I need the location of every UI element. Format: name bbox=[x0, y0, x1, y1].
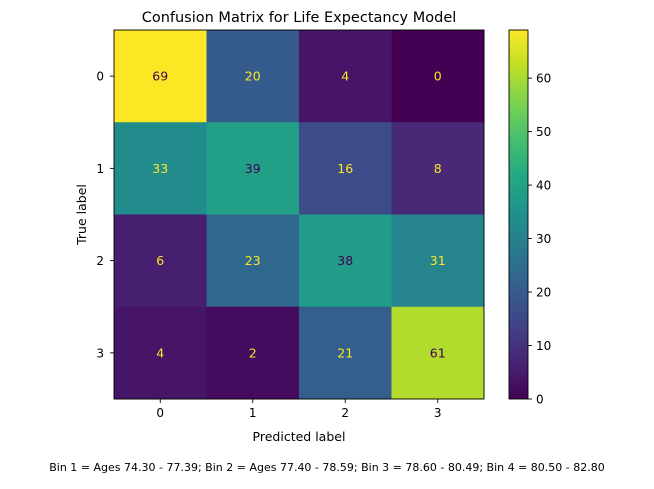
y-tick-label: 2 bbox=[96, 254, 104, 268]
cell-value-label: 38 bbox=[337, 253, 353, 268]
colorbar-tick-label: 30 bbox=[536, 232, 551, 246]
cell-value-label: 61 bbox=[430, 345, 446, 360]
cell-value-label: 33 bbox=[152, 161, 168, 176]
heatmap-cell bbox=[391, 306, 485, 400]
colorbar: 0 10 20 30 40 50 60 bbox=[508, 29, 551, 407]
heatmap-cell bbox=[114, 30, 207, 123]
chart-title: Confusion Matrix for Life Expectancy Mod… bbox=[142, 10, 457, 26]
heatmap-cell bbox=[206, 306, 300, 400]
heatmap-cell bbox=[114, 122, 207, 215]
heatmap-cell bbox=[299, 30, 392, 123]
x-tick-label: 0 bbox=[156, 406, 164, 420]
cell-value-label: 69 bbox=[152, 69, 168, 84]
colorbar-gradient bbox=[509, 30, 528, 399]
cell-value-label: 16 bbox=[337, 161, 353, 176]
x-tick-label: 1 bbox=[249, 406, 257, 420]
colorbar-tick-label: 50 bbox=[536, 125, 551, 139]
heatmap-cell bbox=[391, 122, 485, 215]
bin-legend-caption: Bin 1 = Ages 74.30 - 77.39; Bin 2 = Ages… bbox=[49, 461, 605, 474]
heatmap-cell bbox=[114, 306, 207, 400]
cell-value-label: 20 bbox=[245, 69, 261, 84]
cell-value-label: 0 bbox=[434, 69, 442, 84]
heatmap-cell bbox=[206, 122, 300, 215]
cell-value-label: 23 bbox=[245, 253, 261, 268]
cell-value-label: 2 bbox=[249, 345, 257, 360]
colorbar-tick-label: 0 bbox=[536, 393, 544, 407]
y-tick-label: 3 bbox=[96, 346, 104, 360]
plot-frame bbox=[113, 29, 485, 400]
colorbar-tick-label: 40 bbox=[536, 179, 551, 193]
heatmap-cell bbox=[391, 214, 485, 308]
heatmap-cell bbox=[206, 214, 300, 308]
heatmap-cell bbox=[391, 30, 485, 123]
colorbar-tick-label: 10 bbox=[536, 339, 551, 353]
cell-value-label: 4 bbox=[156, 345, 164, 360]
heatmap-cell bbox=[299, 122, 392, 215]
cell-value-label: 8 bbox=[434, 161, 442, 176]
colorbar-tick-label: 20 bbox=[536, 286, 551, 300]
x-tick-label: 2 bbox=[341, 406, 349, 420]
heatmap-cell bbox=[206, 30, 300, 123]
cell-value-label: 21 bbox=[337, 345, 353, 360]
cell-value-label: 39 bbox=[245, 161, 261, 176]
heatmap-cell bbox=[299, 214, 392, 308]
heatmap-cell bbox=[299, 306, 392, 400]
y-axis-label: True label bbox=[74, 184, 89, 246]
heatmap-cell bbox=[114, 214, 207, 308]
cell-value-label: 6 bbox=[156, 253, 164, 268]
cell-value-label: 31 bbox=[430, 253, 446, 268]
y-tick-label: 1 bbox=[96, 162, 104, 176]
colorbar-tick-label: 60 bbox=[536, 72, 551, 86]
x-axis-label: Predicted label bbox=[253, 429, 346, 444]
heatmap-cells: 69 20 4 0 33 39 16 8 6 23 38 31 4 2 21 61 bbox=[114, 30, 485, 400]
x-tick-label: 3 bbox=[434, 406, 442, 420]
colorbar-frame bbox=[508, 29, 529, 400]
y-tick-label: 0 bbox=[96, 70, 104, 84]
cell-value-label: 4 bbox=[341, 69, 349, 84]
